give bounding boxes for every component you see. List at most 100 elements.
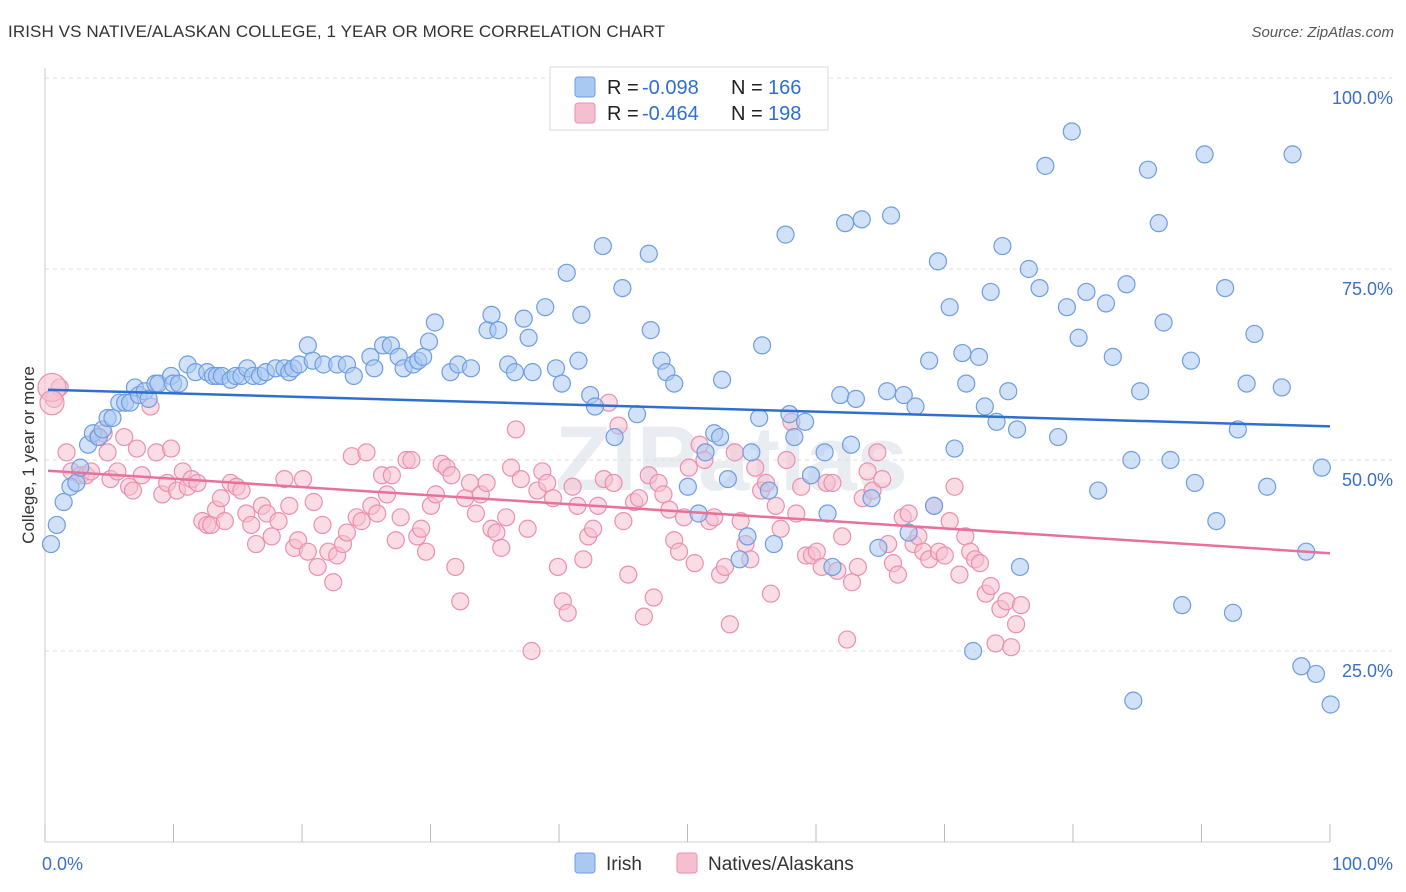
irish-point bbox=[1057, 298, 1076, 317]
irish-point bbox=[906, 397, 925, 416]
native-point bbox=[558, 603, 577, 622]
native-point bbox=[506, 420, 526, 439]
native-point bbox=[981, 576, 1000, 596]
native-point bbox=[518, 519, 537, 538]
native-point bbox=[837, 630, 857, 649]
native-point bbox=[402, 450, 421, 470]
y-tick-label: 100.0% bbox=[1332, 88, 1393, 108]
native-point bbox=[1002, 638, 1021, 657]
irish-point bbox=[344, 366, 363, 386]
irish-point bbox=[712, 370, 732, 389]
irish-point bbox=[738, 527, 757, 546]
irish-point bbox=[627, 405, 647, 424]
bottom-legend-native-label: Natives/Alaskans bbox=[708, 854, 854, 875]
native-point bbox=[391, 508, 410, 527]
x-tick-label-min: 0.0% bbox=[42, 854, 83, 874]
irish-point bbox=[41, 534, 61, 554]
native-point bbox=[1006, 615, 1026, 634]
legend-native-n-value: 198 bbox=[768, 103, 801, 125]
legend-native-swatch bbox=[574, 102, 596, 124]
irish-point bbox=[1062, 122, 1081, 141]
irish-point bbox=[1149, 214, 1168, 233]
native-point bbox=[654, 485, 673, 504]
native-point bbox=[275, 470, 294, 489]
native-point bbox=[777, 450, 796, 470]
native-point bbox=[337, 523, 357, 542]
irish-point bbox=[298, 336, 317, 355]
irish-point bbox=[780, 405, 799, 424]
native-point bbox=[451, 592, 470, 611]
native-point bbox=[357, 443, 376, 462]
irish-point bbox=[815, 443, 834, 462]
irish-point bbox=[103, 408, 122, 428]
native-point bbox=[262, 527, 281, 546]
native-point bbox=[705, 508, 724, 527]
irish-point bbox=[696, 443, 715, 462]
trend-lines bbox=[47, 388, 1331, 555]
irish-point bbox=[1048, 427, 1068, 447]
irish-point bbox=[878, 382, 897, 401]
native-point bbox=[970, 554, 990, 573]
irish-point bbox=[764, 534, 783, 554]
irish-point bbox=[489, 321, 508, 340]
native-point bbox=[215, 512, 234, 531]
irish-point bbox=[846, 389, 865, 408]
irish-point bbox=[169, 374, 189, 393]
native-point bbox=[477, 473, 496, 493]
native-point bbox=[858, 462, 877, 481]
native-point bbox=[731, 512, 750, 531]
irish-point bbox=[975, 397, 994, 416]
native-point bbox=[511, 470, 530, 489]
native-point bbox=[442, 466, 461, 485]
irish-point bbox=[759, 481, 779, 500]
irish-point bbox=[1283, 145, 1302, 164]
irish-point bbox=[1154, 313, 1173, 332]
irish-point bbox=[546, 359, 566, 378]
bottom-legend: Irish Natives/Alaskans bbox=[574, 852, 854, 875]
legend-irish-r-value: -0.098 bbox=[642, 77, 699, 99]
irish-point bbox=[1089, 481, 1108, 500]
native-point bbox=[416, 542, 436, 561]
irish-point bbox=[1292, 657, 1311, 676]
irish-point bbox=[1103, 347, 1122, 366]
irish-point bbox=[730, 550, 749, 569]
y-axis-tick-labels: 100.0% 75.0% 50.0% 25.0% bbox=[1332, 88, 1393, 681]
irish-point bbox=[841, 435, 861, 454]
irish-point bbox=[750, 408, 769, 428]
native-point bbox=[246, 534, 266, 554]
irish-point bbox=[639, 244, 658, 263]
native-point bbox=[466, 504, 485, 523]
irish-point bbox=[613, 279, 632, 298]
irish-point bbox=[505, 363, 525, 382]
irish-point bbox=[899, 523, 918, 542]
native-point bbox=[308, 557, 327, 577]
irish-point bbox=[552, 374, 571, 393]
irish-point bbox=[718, 470, 738, 489]
native-point bbox=[211, 489, 231, 508]
irish-point bbox=[957, 374, 976, 393]
irish-point bbox=[924, 496, 944, 515]
native-point bbox=[720, 615, 739, 634]
native-point bbox=[188, 473, 207, 493]
native-point bbox=[950, 565, 969, 584]
native-point bbox=[766, 496, 785, 515]
irish-point bbox=[795, 412, 815, 431]
irish-point bbox=[1007, 420, 1027, 439]
irish-point bbox=[953, 343, 972, 363]
irish-point bbox=[1077, 282, 1096, 302]
native-point bbox=[619, 565, 638, 584]
legend-native-r-value: -0.464 bbox=[642, 103, 699, 125]
irish-point bbox=[1069, 328, 1088, 347]
irish-point bbox=[852, 210, 871, 229]
irish-point bbox=[1030, 279, 1049, 298]
native-point bbox=[386, 531, 405, 550]
bottom-legend-native-swatch bbox=[676, 852, 698, 874]
irish-point bbox=[1161, 450, 1180, 470]
native-point bbox=[293, 470, 313, 489]
irish-point bbox=[519, 328, 538, 347]
irish-point bbox=[593, 236, 612, 256]
legend-native-r-label: R = bbox=[607, 103, 639, 125]
native-point bbox=[715, 557, 735, 577]
native-point bbox=[634, 607, 653, 626]
